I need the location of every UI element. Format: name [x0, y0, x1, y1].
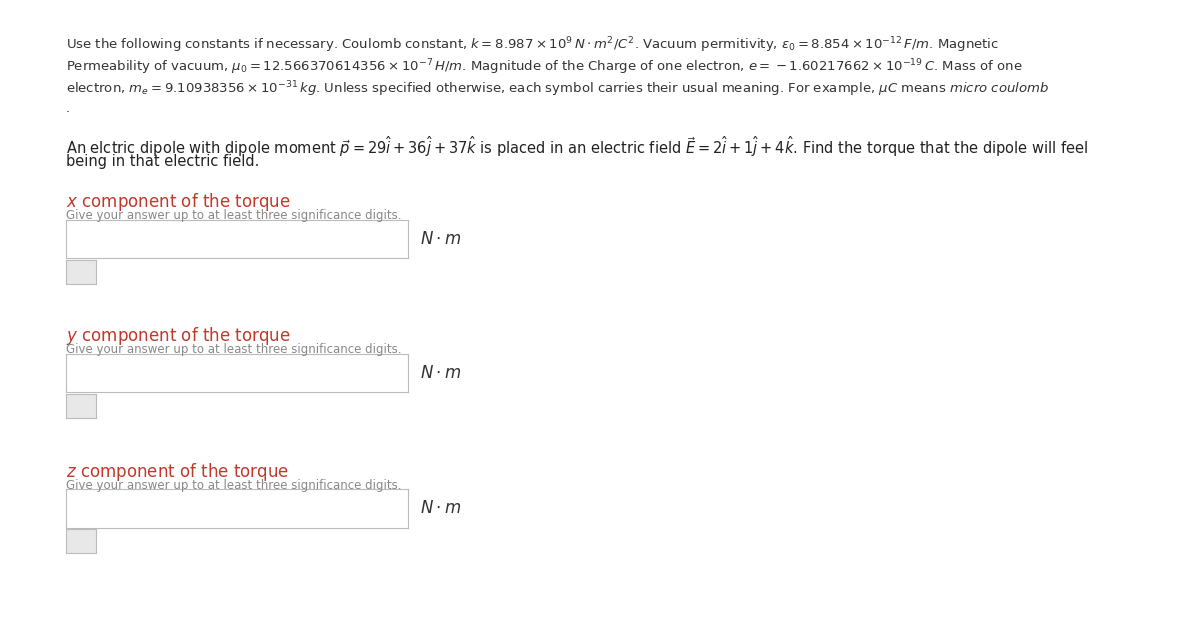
Text: Give your answer up to at least three significance digits.: Give your answer up to at least three si…: [66, 343, 402, 356]
Text: $N \cdot m$: $N \cdot m$: [420, 230, 461, 248]
Text: $\mathit{z}$ component of the torque: $\mathit{z}$ component of the torque: [66, 461, 289, 482]
Text: Give your answer up to at least three significance digits.: Give your answer up to at least three si…: [66, 478, 402, 491]
Text: Give your answer up to at least three significance digits.: Give your answer up to at least three si…: [66, 209, 402, 222]
Text: electron, $m_e = 9.10938356 \times 10^{-31}\, kg$. Unless specified otherwise, e: electron, $m_e = 9.10938356 \times 10^{-…: [66, 80, 1049, 100]
Text: $N \cdot m$: $N \cdot m$: [420, 364, 461, 382]
Text: $\mathit{x}$ component of the torque: $\mathit{x}$ component of the torque: [66, 191, 290, 213]
Text: Use the following constants if necessary. Coulomb constant, $k = 8.987 \times 10: Use the following constants if necessary…: [66, 35, 1000, 55]
Text: $\mathit{y}$ component of the torque: $\mathit{y}$ component of the torque: [66, 325, 290, 347]
Text: being in that electric field.: being in that electric field.: [66, 154, 259, 170]
Text: .: .: [66, 102, 70, 115]
Text: Permeability of vacuum, $\mu_0 = 12.566370614356 \times 10^{-7}\, H/m$. Magnitud: Permeability of vacuum, $\mu_0 = 12.5663…: [66, 57, 1022, 77]
Text: An elctric dipole with dipole moment $\vec{p} = 29\hat{i} + 36\hat{j} + 37\hat{k: An elctric dipole with dipole moment $\v…: [66, 134, 1088, 159]
Text: $N \cdot m$: $N \cdot m$: [420, 500, 461, 517]
